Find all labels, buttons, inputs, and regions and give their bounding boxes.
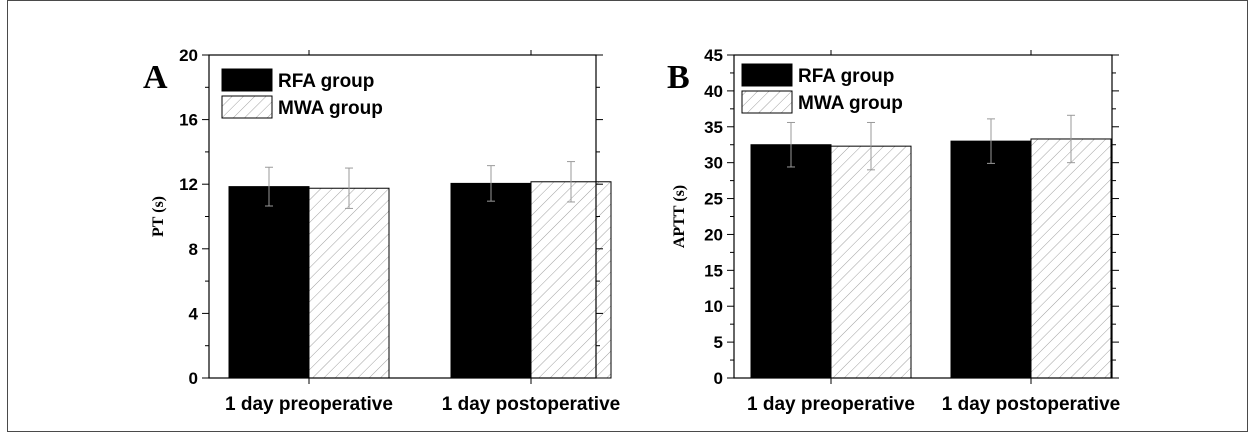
x-tick-label: 1 day preoperative: [747, 394, 915, 415]
legend-label: MWA group: [278, 98, 383, 119]
chart-panel-A: 1 day preoperative 1 day postoperative 0 4 8…: [143, 46, 620, 415]
panel-label: B: [667, 59, 690, 96]
y-tick-label: 16: [179, 111, 198, 130]
bar-rfa-0: [228, 186, 310, 379]
y-axis-label: PT (s): [150, 196, 167, 237]
bar-mwa-0: [830, 145, 912, 379]
figure-frame: [7, 0, 1248, 432]
y-tick-label: 20: [179, 46, 198, 65]
y-tick-label: 25: [704, 190, 723, 209]
y-tick-label: 5: [714, 333, 723, 352]
bar-rfa-1: [950, 140, 1032, 379]
y-tick-label: 35: [704, 118, 723, 137]
bar-mwa-0: [308, 187, 390, 379]
bar-mwa-1: [1030, 138, 1112, 379]
y-tick-label: 0: [714, 369, 723, 388]
y-tick-label: 4: [189, 304, 199, 323]
y-axis-label: APTT (s): [671, 185, 688, 248]
y-tick-label: 10: [704, 297, 723, 316]
y-tick-label: 20: [704, 225, 723, 244]
legend-label: MWA group: [798, 93, 903, 114]
legend-label: RFA group: [798, 66, 894, 87]
legend-swatch-rfa: [741, 63, 793, 87]
legend-swatch-mwa: [741, 90, 793, 114]
legend-label: RFA group: [278, 71, 374, 92]
x-tick-label: 1 day preoperative: [225, 394, 393, 415]
bar-mwa-1: [530, 181, 612, 379]
y-tick-label: 45: [704, 46, 723, 65]
legend: RFA group MWA group: [741, 63, 903, 114]
x-tick-label: 1 day postoperative: [442, 394, 620, 415]
legend: RFA group MWA group: [221, 68, 383, 119]
chart-panel-B: 1 day preoperative 1 day postoperative 0 5 1…: [667, 46, 1120, 415]
bar-rfa-0: [750, 144, 832, 379]
y-tick-label: 8: [189, 240, 198, 259]
y-tick-label: 15: [704, 261, 723, 280]
legend-swatch-mwa: [221, 95, 273, 119]
y-tick-label: 12: [179, 175, 198, 194]
y-tick-label: 0: [189, 369, 198, 388]
x-tick-label: 1 day postoperative: [942, 394, 1120, 415]
bar-rfa-1: [450, 182, 532, 379]
legend-swatch-rfa: [221, 68, 273, 92]
y-tick-label: 30: [704, 154, 723, 173]
y-tick-label: 40: [704, 82, 723, 101]
panel-label: A: [143, 59, 168, 96]
